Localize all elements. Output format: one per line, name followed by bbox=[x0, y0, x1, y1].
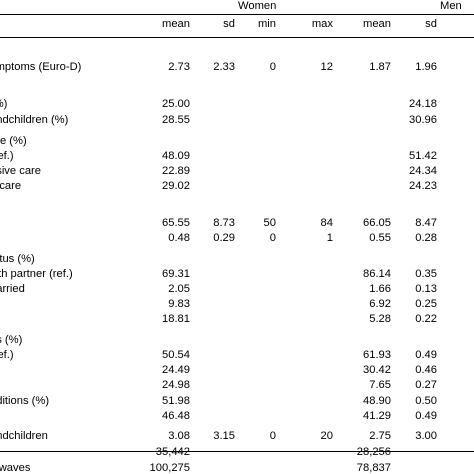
header-rule bbox=[0, 14, 474, 15]
row-label: are (%) bbox=[0, 135, 27, 147]
table-cell: 0.29 bbox=[213, 232, 235, 244]
row-label: nditions (%) bbox=[0, 395, 50, 407]
row-label: vith partner (ref.) bbox=[0, 268, 73, 280]
table-cell: 86.14 bbox=[363, 268, 391, 280]
table-cell: 22.89 bbox=[162, 165, 190, 177]
row-label: (%) bbox=[0, 98, 8, 110]
table-cell: 61.93 bbox=[363, 349, 391, 361]
table-cell: 0.22 bbox=[415, 313, 437, 325]
table-cell: 24.98 bbox=[162, 379, 190, 391]
row-label: us (%) bbox=[0, 334, 23, 346]
table-cell: 18.81 bbox=[162, 313, 190, 325]
row-label: nsive care bbox=[0, 165, 41, 177]
row-label: narried bbox=[0, 283, 25, 295]
column-header-rule bbox=[0, 37, 474, 38]
row-label: andchildren (%) bbox=[0, 114, 69, 126]
table-cell: 0.50 bbox=[415, 395, 437, 407]
table-cell: 0.35 bbox=[415, 268, 437, 280]
table-cell: 1.66 bbox=[369, 283, 391, 295]
summary-rule bbox=[0, 451, 474, 452]
table-cell: 24.23 bbox=[409, 180, 437, 192]
table-cell: 100,275 bbox=[149, 462, 190, 474]
table-cell: 0.55 bbox=[369, 232, 391, 244]
row-label: andchildren bbox=[0, 430, 48, 442]
table-cell: 28.55 bbox=[162, 114, 190, 126]
table-cell: 0.28 bbox=[415, 232, 437, 244]
column-header: mean bbox=[363, 18, 391, 30]
group-header-men: Men bbox=[440, 0, 462, 12]
table-cell: 1.87 bbox=[369, 61, 391, 73]
table-cell: 0.49 bbox=[415, 349, 437, 361]
table-cell: 3.08 bbox=[168, 430, 190, 442]
table-cell: 0.49 bbox=[415, 410, 437, 422]
column-header: sd bbox=[425, 18, 437, 30]
table-cell: 0.27 bbox=[415, 379, 437, 391]
table-cell: 12 bbox=[320, 61, 333, 73]
table-cell: 66.05 bbox=[363, 217, 391, 229]
table-cell: 29.02 bbox=[162, 180, 190, 192]
table-cell: 24.49 bbox=[162, 364, 190, 376]
table-cell: 28,256 bbox=[356, 446, 391, 458]
table-cell: 50 bbox=[263, 217, 276, 229]
table-cell: 8.73 bbox=[213, 217, 235, 229]
table-cell: 2.05 bbox=[168, 283, 190, 295]
row-label: e care bbox=[0, 180, 22, 192]
table-cell: 0 bbox=[269, 61, 276, 73]
table-cell: 2.33 bbox=[213, 61, 235, 73]
column-header: mean bbox=[162, 18, 190, 30]
table-cell: 8.47 bbox=[415, 217, 437, 229]
table-cell: 0.13 bbox=[415, 283, 437, 295]
column-header: max bbox=[311, 18, 333, 30]
table-cell: 9.83 bbox=[168, 298, 190, 310]
table-cell: 3.00 bbox=[415, 430, 437, 442]
row-label: ymptoms (Euro-D) bbox=[0, 61, 82, 73]
table-cell: 25.00 bbox=[162, 98, 190, 110]
table-cell: 78,837 bbox=[356, 462, 391, 474]
table-cell: 2.73 bbox=[168, 61, 190, 73]
column-header: sd bbox=[223, 18, 235, 30]
table-cell: 0.25 bbox=[415, 298, 437, 310]
table-cell: 1 bbox=[326, 232, 333, 244]
column-header: min bbox=[257, 18, 276, 30]
table-cell: 69.31 bbox=[162, 268, 190, 280]
table-cell: 0 bbox=[269, 430, 276, 442]
table-cell: 51.42 bbox=[409, 150, 437, 162]
table-cell: 6.92 bbox=[369, 298, 391, 310]
group-header-women: Women bbox=[238, 0, 277, 12]
table-cell: 84 bbox=[320, 217, 333, 229]
table-cell: 1.96 bbox=[415, 61, 437, 73]
table-cell: 30.42 bbox=[363, 364, 391, 376]
row-label: x waves bbox=[0, 462, 31, 474]
table-cell: 30.96 bbox=[409, 114, 437, 126]
table-cell: 7.65 bbox=[369, 379, 391, 391]
table-cell: 20 bbox=[320, 430, 333, 442]
table-cell: 41.29 bbox=[363, 410, 391, 422]
table-cell: 35,442 bbox=[155, 446, 190, 458]
table-cell: 3.15 bbox=[213, 430, 235, 442]
table-cell: 48.90 bbox=[363, 395, 391, 407]
table-cell: 5.28 bbox=[369, 313, 391, 325]
table-cell: 24.34 bbox=[409, 165, 437, 177]
row-label: tatus (%) bbox=[0, 253, 35, 265]
table-cell: 48.09 bbox=[162, 150, 190, 162]
row-label: (ref.) bbox=[0, 349, 14, 361]
table-cell: 0 bbox=[269, 232, 276, 244]
table-cell: 50.54 bbox=[162, 349, 190, 361]
row-label: (ref.) bbox=[0, 150, 14, 162]
table-cell: 51.98 bbox=[162, 395, 190, 407]
table-cell: 0.48 bbox=[168, 232, 190, 244]
table-cell: 24.18 bbox=[409, 98, 437, 110]
table-cell: 0.46 bbox=[415, 364, 437, 376]
table-cell: 46.48 bbox=[162, 410, 190, 422]
table-cell: 2.75 bbox=[369, 430, 391, 442]
table-cell: 65.55 bbox=[162, 217, 190, 229]
